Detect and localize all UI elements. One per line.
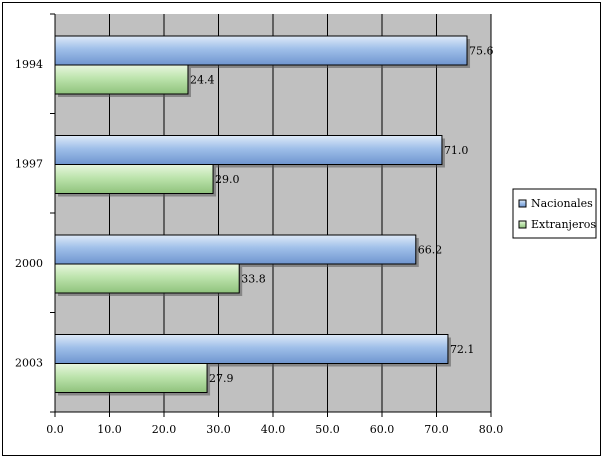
- bar: [54, 234, 417, 265]
- bar: [54, 334, 449, 364]
- value-label: 33.8: [241, 273, 266, 286]
- x-tick-label: 70.0: [424, 423, 449, 436]
- category-label: 1994: [15, 58, 43, 71]
- x-tick-label: 60.0: [370, 423, 395, 436]
- x-tick-label: 30.0: [206, 423, 231, 436]
- bar: [54, 263, 240, 294]
- legend-swatch-extranjeros: [518, 220, 527, 229]
- x-tick-label: 0.0: [46, 423, 64, 436]
- value-labels: 75.6 24.4 71.0 29.0 66.2 33.8 72.1 27.9: [190, 45, 494, 386]
- bar: [54, 64, 189, 95]
- value-label: 71.0: [444, 144, 469, 157]
- value-label: 27.9: [209, 372, 234, 385]
- x-tick-label: 50.0: [315, 423, 340, 436]
- x-tick-label: 40.0: [261, 423, 286, 436]
- legend-label-extranjeros: Extranjeros: [531, 218, 596, 231]
- legend: Nacionales Extranjeros: [512, 188, 597, 239]
- legend-box: [512, 188, 597, 239]
- bar: [54, 135, 443, 165]
- bar: [54, 363, 208, 393]
- axes: [50, 13, 492, 417]
- category-label: 2003: [15, 356, 43, 369]
- category-label: 1997: [15, 157, 43, 170]
- category-labels: 1994 1997 2000 2003: [15, 58, 43, 370]
- category-label: 2000: [15, 257, 43, 270]
- value-label: 29.0: [215, 173, 240, 186]
- bar: [54, 35, 468, 66]
- value-label: 75.6: [469, 45, 494, 58]
- value-label: 72.1: [450, 343, 475, 356]
- x-tick-label: 80.0: [479, 423, 504, 436]
- value-label: 66.2: [418, 244, 443, 257]
- legend-label-nacionales: Nacionales: [531, 197, 593, 210]
- legend-swatch-nacionales: [518, 199, 527, 208]
- x-tick-label: 20.0: [152, 423, 177, 436]
- x-tick-labels: 0.0 10.0 20.0 30.0 40.0 50.0 60.0 70.0 80.0: [46, 423, 503, 436]
- bars: [54, 35, 471, 396]
- value-label: 24.4: [190, 74, 215, 87]
- bar: [54, 164, 214, 194]
- x-tick-label: 10.0: [97, 423, 122, 436]
